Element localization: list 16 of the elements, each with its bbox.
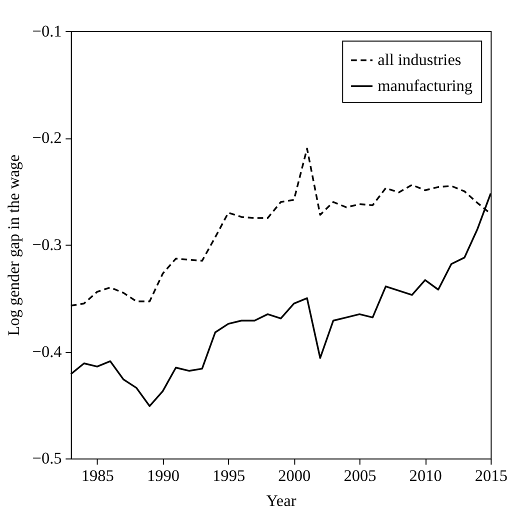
y-axis-title: Log gender gap in the wage (4, 154, 23, 336)
x-tick-label: 2005 (344, 466, 376, 485)
y-tick-label: −0.5 (32, 448, 62, 468)
x-tick-label: 1990 (146, 466, 180, 485)
y-tick-label: −0.3 (32, 235, 62, 254)
x-tick-label: 2015 (474, 466, 508, 485)
legend-label: all industries (378, 50, 462, 70)
y-tick-label: −0.1 (32, 21, 62, 40)
y-tick-label: −0.2 (32, 128, 62, 148)
x-axis-title: Year (266, 490, 297, 510)
x-tick-label: 2010 (409, 466, 442, 485)
x-tick-label: 1985 (81, 466, 114, 485)
x-tick-label: 2000 (278, 466, 311, 485)
legend-label: manufacturing (378, 76, 473, 95)
y-tick-label: −0.4 (32, 342, 62, 361)
x-tick-label: 1995 (212, 466, 246, 485)
